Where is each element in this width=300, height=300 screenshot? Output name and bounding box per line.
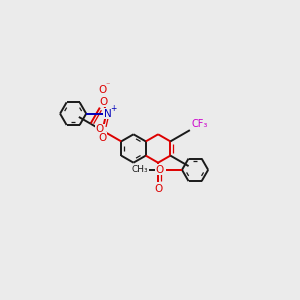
Text: ⁻: ⁻	[106, 80, 110, 89]
Text: O: O	[99, 97, 107, 107]
Text: O: O	[99, 85, 107, 94]
Text: O: O	[154, 184, 162, 194]
Text: +: +	[110, 104, 116, 113]
Text: CH₃: CH₃	[131, 165, 148, 174]
Text: O: O	[99, 133, 107, 142]
Text: CF₃: CF₃	[192, 119, 208, 129]
Text: O: O	[155, 165, 164, 175]
Text: N: N	[104, 109, 112, 118]
Text: O: O	[96, 124, 104, 134]
